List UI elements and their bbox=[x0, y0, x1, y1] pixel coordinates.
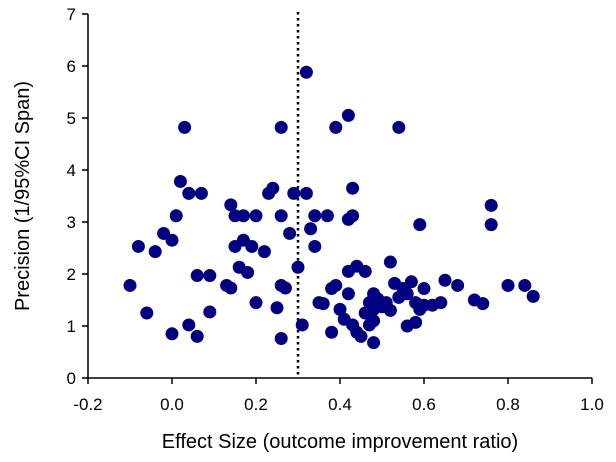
y-tick-label: 0 bbox=[67, 369, 76, 388]
data-point bbox=[178, 120, 192, 134]
data-point bbox=[287, 186, 301, 200]
data-point bbox=[346, 209, 360, 223]
data-point bbox=[140, 306, 154, 320]
data-point bbox=[484, 198, 498, 212]
data-point bbox=[329, 278, 343, 292]
data-point bbox=[203, 269, 217, 283]
data-point bbox=[190, 269, 204, 283]
data-point bbox=[346, 181, 360, 195]
data-point bbox=[392, 120, 406, 134]
y-tick-label: 1 bbox=[67, 317, 76, 336]
data-point bbox=[245, 239, 259, 253]
data-point bbox=[249, 209, 263, 223]
data-point bbox=[526, 289, 540, 303]
x-tick-label: 0.2 bbox=[244, 395, 268, 414]
y-axis-title: Precision (1/95%CI Span) bbox=[12, 81, 34, 311]
y-axis-ticks: 0 1 2 3 4 5 6 7 bbox=[67, 5, 88, 388]
data-point bbox=[308, 209, 322, 223]
data-point bbox=[249, 296, 263, 310]
data-point bbox=[308, 239, 322, 253]
data-point bbox=[320, 209, 334, 223]
data-point bbox=[194, 186, 208, 200]
y-tick-label: 5 bbox=[67, 109, 76, 128]
x-axis-title: Effect Size (outcome improvement ratio) bbox=[162, 431, 518, 453]
data-point bbox=[404, 275, 418, 289]
x-tick-label: 0.6 bbox=[412, 395, 436, 414]
data-point bbox=[169, 209, 183, 223]
x-tick-label: 0.4 bbox=[328, 395, 352, 414]
data-point bbox=[354, 329, 368, 343]
y-tick-label: 7 bbox=[67, 5, 76, 24]
data-point bbox=[383, 255, 397, 269]
data-point bbox=[270, 301, 284, 315]
data-point bbox=[148, 245, 162, 259]
data-point bbox=[333, 302, 347, 316]
data-point bbox=[173, 174, 187, 188]
data-point bbox=[190, 329, 204, 343]
data-point bbox=[329, 120, 343, 134]
data-point bbox=[299, 186, 313, 200]
data-point bbox=[283, 226, 297, 240]
x-tick-label: -0.2 bbox=[73, 395, 102, 414]
data-point bbox=[409, 315, 423, 329]
y-tick-label: 6 bbox=[67, 57, 76, 76]
x-tick-label: 1.0 bbox=[580, 395, 604, 414]
data-points bbox=[123, 65, 540, 350]
x-tick-label: 0.0 bbox=[160, 395, 184, 414]
data-point bbox=[413, 218, 427, 232]
data-point bbox=[165, 233, 179, 247]
data-point bbox=[400, 287, 414, 301]
data-point bbox=[131, 239, 145, 253]
data-point bbox=[274, 331, 288, 345]
data-point bbox=[123, 278, 137, 292]
data-point bbox=[182, 318, 196, 332]
data-point bbox=[295, 318, 309, 332]
data-point bbox=[291, 260, 305, 274]
data-point bbox=[224, 281, 238, 295]
data-point bbox=[203, 305, 217, 319]
data-point bbox=[476, 297, 490, 311]
data-point bbox=[451, 278, 465, 292]
data-point bbox=[484, 218, 498, 232]
data-point bbox=[367, 314, 381, 328]
data-point bbox=[241, 265, 255, 279]
data-point bbox=[325, 325, 339, 339]
y-tick-label: 2 bbox=[67, 265, 76, 284]
x-tick-label: 0.8 bbox=[496, 395, 520, 414]
data-point bbox=[383, 303, 397, 317]
data-point bbox=[224, 198, 238, 212]
data-point bbox=[266, 181, 280, 195]
data-point bbox=[236, 209, 250, 223]
y-tick-label: 3 bbox=[67, 213, 76, 232]
data-point bbox=[299, 65, 313, 79]
data-point bbox=[316, 297, 330, 311]
data-point bbox=[417, 282, 431, 296]
y-tick-label: 4 bbox=[67, 161, 76, 180]
data-point bbox=[165, 327, 179, 341]
data-point bbox=[358, 264, 372, 278]
data-point bbox=[341, 108, 355, 122]
data-point bbox=[278, 281, 292, 295]
data-point bbox=[438, 273, 452, 287]
data-point bbox=[182, 186, 196, 200]
data-point bbox=[518, 278, 532, 292]
data-point bbox=[434, 296, 448, 310]
data-point bbox=[274, 209, 288, 223]
data-point bbox=[341, 287, 355, 301]
data-point bbox=[274, 120, 288, 134]
data-point bbox=[367, 336, 381, 350]
x-axis-ticks: -0.2 0.0 0.2 0.4 0.6 0.8 1.0 bbox=[73, 378, 604, 414]
data-point bbox=[501, 278, 515, 292]
data-point bbox=[304, 222, 318, 236]
data-point bbox=[257, 245, 271, 259]
